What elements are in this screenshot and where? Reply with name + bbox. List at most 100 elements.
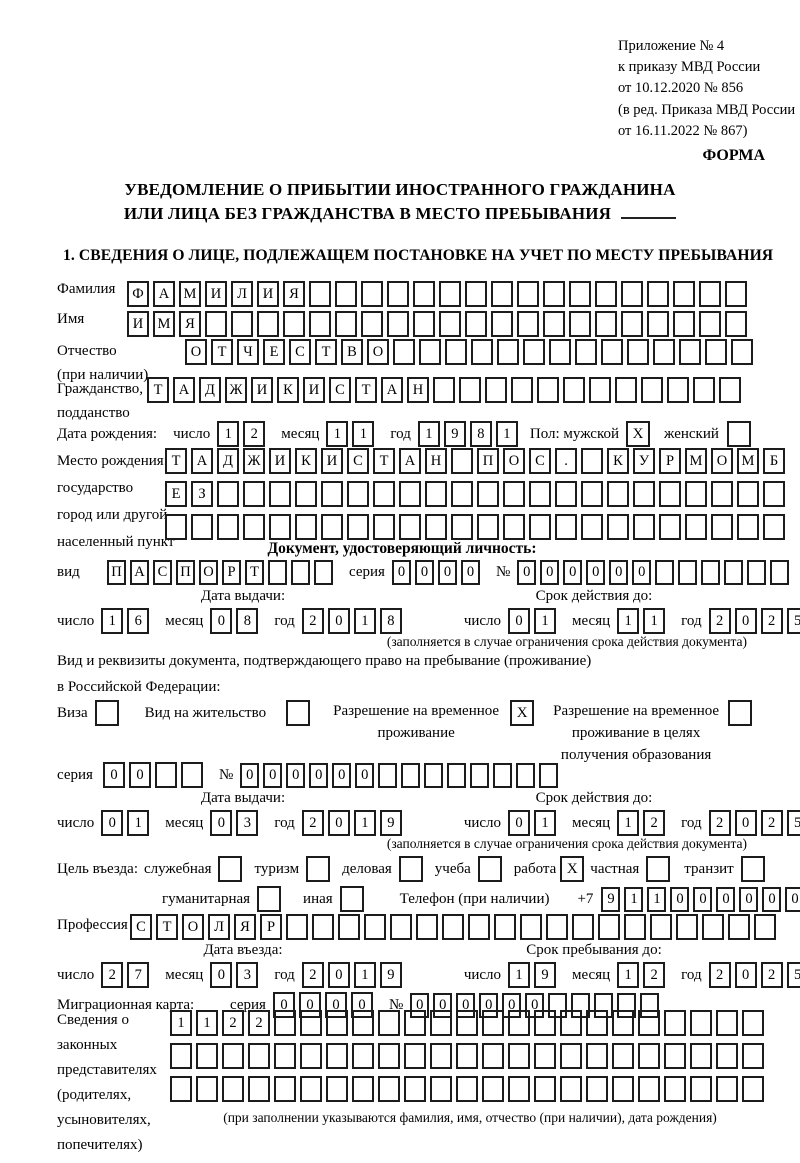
purpose-work-checkbox: X xyxy=(560,856,585,882)
identity-issue-label: Дата выдачи: xyxy=(200,588,286,604)
char-box xyxy=(335,311,357,337)
char-box xyxy=(725,281,747,307)
char-box xyxy=(770,560,790,585)
purpose-work-label: работа xyxy=(513,860,557,877)
char-box xyxy=(399,481,421,507)
title-blank-underline xyxy=(621,203,677,219)
char-box: И xyxy=(303,377,325,403)
char-box: 9 xyxy=(379,962,402,988)
option-residence-permit-label: Вид на жительство xyxy=(144,704,267,721)
representatives-label: законных xyxy=(57,1037,118,1053)
char-box xyxy=(347,481,369,507)
char-box: 1 xyxy=(534,810,557,836)
section1-heading: 1. СВЕДЕНИЯ О ЛИЦЕ, ПОДЛЕЖАЩЕМ ПОСТАНОВК… xyxy=(63,247,774,264)
day-word: число xyxy=(57,814,95,831)
purpose-humanitarian-checkbox xyxy=(257,886,282,912)
char-box: Л xyxy=(208,914,230,940)
month-word: месяц xyxy=(281,425,320,442)
char-box xyxy=(685,481,707,507)
char-box xyxy=(419,339,441,365)
day-word: число xyxy=(463,966,502,983)
identity-kind-label: вид xyxy=(57,564,80,580)
char-box: 2 xyxy=(643,810,666,836)
char-box: 0 xyxy=(734,962,757,988)
char-box: О xyxy=(367,339,389,365)
char-box xyxy=(491,311,513,337)
char-box: 0 xyxy=(734,608,757,634)
char-box: 9 xyxy=(534,962,557,988)
char-box: 0 xyxy=(437,560,457,585)
char-box xyxy=(439,311,461,337)
entry-date-labels: Дата въезда: Срок пребывания до: xyxy=(57,942,759,959)
char-box xyxy=(268,560,287,585)
birth-place-cells-row3 xyxy=(165,514,789,540)
purpose-other: иная xyxy=(303,886,364,912)
char-box xyxy=(321,481,343,507)
char-box xyxy=(659,481,681,507)
purpose-official-checkbox xyxy=(218,856,243,882)
char-box xyxy=(586,1076,608,1102)
char-box: К xyxy=(277,377,299,403)
char-box: 1 xyxy=(617,608,640,634)
char-box xyxy=(508,1010,530,1036)
char-box xyxy=(269,514,291,540)
char-box xyxy=(638,1043,660,1069)
char-box xyxy=(442,914,464,940)
year-word: год xyxy=(681,814,702,831)
char-box: 0 xyxy=(298,992,321,1018)
char-box xyxy=(222,1043,244,1069)
char-box: 0 xyxy=(324,992,347,1018)
char-box xyxy=(430,1076,452,1102)
char-box: 0 xyxy=(327,810,350,836)
char-box xyxy=(594,992,614,1018)
char-box xyxy=(529,514,551,540)
char-box: 2 xyxy=(243,421,266,447)
birth-place-label: населенный пункт xyxy=(57,534,175,550)
char-box: 2 xyxy=(101,962,124,988)
char-box: 1 xyxy=(617,810,640,836)
char-box: 0 xyxy=(350,992,373,1018)
char-box: 0 xyxy=(508,608,531,634)
char-box xyxy=(243,514,265,540)
option-temp-residence-checkbox: X xyxy=(510,700,535,726)
birth-date-label: Дата рождения: xyxy=(57,425,158,442)
birth-place-label: государство xyxy=(57,480,134,496)
char-box: Р xyxy=(222,560,241,585)
residence-validity-note: (заполняется в случае ограничения срока … xyxy=(386,836,747,851)
option-temp-residence: Разрешение на временное проживание X xyxy=(332,700,535,744)
appendix-line: от 10.12.2020 № 856 xyxy=(618,80,744,96)
char-box: 0 xyxy=(210,608,233,634)
char-box: Р xyxy=(260,914,282,940)
char-box xyxy=(291,560,310,585)
char-box xyxy=(690,1076,712,1102)
char-box xyxy=(737,481,759,507)
option-residence-permit: Вид на жительство xyxy=(144,700,311,726)
char-box: 0 xyxy=(414,560,434,585)
char-box: О xyxy=(185,339,207,365)
char-box: О xyxy=(503,448,525,474)
char-box: 2 xyxy=(301,962,324,988)
char-box: 1 xyxy=(127,810,150,836)
char-box: 6 xyxy=(127,608,150,634)
char-box xyxy=(347,514,369,540)
char-box xyxy=(465,311,487,337)
char-box xyxy=(269,481,291,507)
char-box xyxy=(361,311,383,337)
char-box xyxy=(653,339,675,365)
char-box xyxy=(612,1076,634,1102)
char-box: 1 xyxy=(170,1010,192,1036)
char-box xyxy=(539,762,559,788)
residence-valid-label: Срок действия до: xyxy=(535,790,653,806)
char-box: 9 xyxy=(601,886,621,912)
year-word: год xyxy=(274,612,295,629)
char-box: 1 xyxy=(647,886,667,912)
